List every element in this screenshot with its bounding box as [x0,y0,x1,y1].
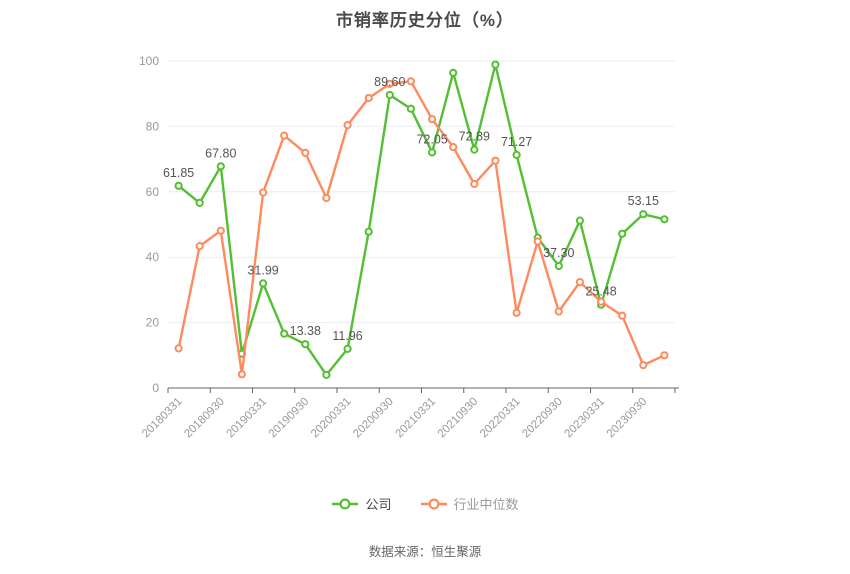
series-line-0 [177,63,666,377]
data-point-label: 72.05 [416,132,447,146]
line-chart-plot: 0 20 40 60 80 100 2018033120180930201903312019… [139,54,679,441]
x-axis-tick-label: 20180930 [182,396,227,441]
data-point-marker[interactable] [533,237,542,246]
data-point-marker[interactable] [470,179,479,189]
data-point-marker[interactable] [491,60,500,69]
data-point-marker[interactable] [406,104,415,113]
data-point-label: 61.85 [163,166,194,180]
legend-item-company[interactable]: 公司 [331,494,392,513]
legend-label-company: 公司 [365,497,392,512]
data-point-marker[interactable] [660,351,669,360]
data-point-marker[interactable] [597,297,606,306]
legend-item-industry-median[interactable]: 行业中位数 [420,494,519,513]
data-point-marker[interactable] [259,188,268,197]
data-point-marker[interactable] [216,226,225,235]
data-source-note: 数据来源：恒生聚源 [368,545,482,559]
data-point-marker[interactable] [385,90,394,100]
data-point-marker[interactable] [575,278,585,287]
x-axis-tick-label: 20210331 [394,396,439,441]
data-point-marker[interactable] [428,148,437,157]
data-point-label: 37.30 [543,246,574,260]
data-point-marker[interactable] [406,77,415,86]
data-point-marker[interactable] [554,307,563,316]
data-point-marker[interactable] [195,242,204,251]
data-point-marker[interactable] [512,308,521,317]
line-series-icon [420,497,447,510]
data-point-marker[interactable] [237,370,246,379]
x-axis-tick-label: 20220331 [478,396,523,441]
data-point-label: 72.89 [459,130,490,144]
data-point-marker[interactable] [470,145,479,154]
data-point-marker[interactable] [216,162,225,171]
series-line-1 [177,80,666,376]
data-point-marker[interactable] [259,279,268,288]
y-axis-tick-label: 20 [146,316,160,330]
y-axis-tick-label: 0 [152,381,159,395]
data-point-marker[interactable] [364,227,373,236]
data-point-marker[interactable] [301,148,310,157]
data-point-label: 71.27 [501,135,532,149]
data-point-marker[interactable] [343,344,352,353]
data-point-marker[interactable] [618,229,627,238]
data-point-label: 25.48 [585,285,616,299]
data-point-marker[interactable] [575,216,585,225]
data-point-marker[interactable] [639,210,648,219]
data-point-marker[interactable] [322,370,331,379]
data-point-marker[interactable] [364,93,373,103]
data-point-marker[interactable] [660,215,669,224]
line-series-icon [332,497,359,510]
x-axis-tick-label: 20190930 [267,396,312,441]
data-point-marker[interactable] [428,115,437,124]
data-point-label: 67.80 [205,146,236,160]
x-axis-tick-label: 20190331 [225,396,270,441]
data-point-marker[interactable] [280,131,289,140]
data-point-marker[interactable] [639,361,648,370]
data-point-marker[interactable] [195,198,204,207]
y-axis-tick-label: 40 [146,250,160,264]
x-axis-tick-label: 20220930 [520,396,565,441]
y-axis-tick-label: 60 [146,185,160,199]
chart-title: 市销率历史分位（%） [335,11,515,30]
data-point-marker[interactable] [343,121,352,130]
data-point-marker[interactable] [554,261,563,271]
data-point-label: 13.38 [290,324,321,338]
x-axis-tick-label: 20200331 [309,396,354,441]
data-point-label: 11.96 [332,329,362,343]
data-point-marker[interactable] [491,156,500,165]
data-point-marker[interactable] [280,329,289,338]
data-point-marker[interactable] [512,150,521,159]
data-point-marker[interactable] [449,142,458,152]
data-point-marker[interactable] [385,79,394,89]
data-point-marker[interactable] [174,344,183,353]
x-axis-tick-label: 20180331 [140,396,185,441]
x-axis-tick-label: 20230930 [605,396,650,441]
y-axis-tick-label: 100 [139,54,159,68]
x-axis-tick-label: 20230331 [563,396,608,441]
x-axis-tick-label: 20210930 [436,396,481,441]
data-point-marker[interactable] [174,181,183,190]
chart-legend: 公司 行业中位数 [0,494,850,513]
data-point-marker[interactable] [449,68,458,77]
data-point-marker[interactable] [618,311,627,320]
legend-label-industry-median: 行业中位数 [453,497,519,512]
y-axis-tick-label: 80 [146,119,160,133]
x-axis-tick-label: 20200930 [351,396,396,441]
data-point-label: 31.99 [247,263,278,277]
data-point-label: 53.15 [628,194,659,208]
data-point-label: 89.60 [374,75,405,89]
data-point-marker[interactable] [322,193,331,203]
data-point-marker[interactable] [301,340,310,349]
